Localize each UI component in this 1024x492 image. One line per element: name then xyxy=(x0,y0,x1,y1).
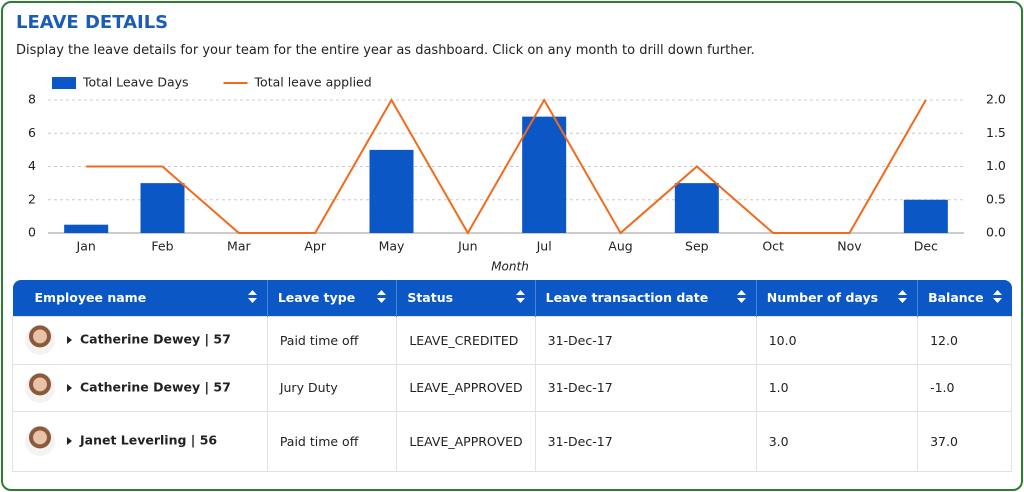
table-cell: 31-Dec-17 xyxy=(534,410,757,472)
table-cell: Paid time off xyxy=(266,315,398,365)
column-title: Employee name xyxy=(34,289,147,305)
x-tick-label: Apr xyxy=(304,239,326,254)
x-tick-label: Dec xyxy=(914,239,938,254)
bar xyxy=(522,116,567,233)
column-header[interactable]: Leave type xyxy=(267,280,398,316)
column-title: Leave type xyxy=(277,289,356,305)
chart: Month 0 2 4 6 8 0.0 0.5 1.0 1.5 2.0 Jan Feb Mar Apr Ma… xyxy=(28,75,1006,274)
sort-arrows xyxy=(898,289,908,303)
table-cell: Catherine Dewey | 57 xyxy=(12,363,268,412)
table-cell: Janet Leverling | 56 xyxy=(12,410,268,472)
table-cell: -1.0 xyxy=(917,363,1012,412)
x-tick-label: Feb xyxy=(151,239,173,254)
table-cell: Paid time off xyxy=(266,410,398,472)
sort-icon xyxy=(736,289,746,306)
column-title: Status xyxy=(407,289,454,305)
expand-caret[interactable] xyxy=(67,437,72,445)
x-tick-label: Nov xyxy=(837,239,862,254)
legend-label: Total leave applied xyxy=(254,75,372,90)
table-row: Janet Leverling | 56 Paid time off LEAVE_A… xyxy=(12,410,1012,472)
table-cell: 10.0 xyxy=(755,315,919,365)
avatar xyxy=(25,426,55,456)
line xyxy=(86,97,927,236)
table-row: Catherine Dewey | 57 Paid time off LEAVE_C… xyxy=(12,315,1012,365)
column-header[interactable]: Leave transaction date xyxy=(535,280,757,316)
avatar xyxy=(25,372,55,403)
bar xyxy=(64,224,109,233)
column-title: Leave transaction date xyxy=(545,289,709,305)
sort-icon xyxy=(992,289,1002,306)
description: Display the leave details for your team … xyxy=(16,43,755,58)
sort-arrows xyxy=(992,289,1002,303)
y2-tick-label: 0.5 xyxy=(986,191,1006,206)
legend-swatch xyxy=(52,77,76,89)
expand-caret[interactable] xyxy=(67,336,72,344)
title: LEAVE DETAILS xyxy=(16,12,169,33)
bar xyxy=(674,183,719,233)
column-header[interactable]: Employee name xyxy=(12,280,268,316)
column-title: Number of days xyxy=(766,289,879,305)
avatar xyxy=(25,325,55,355)
sort-icon xyxy=(515,289,525,306)
sort-arrows xyxy=(736,289,746,303)
table-cell: 3.0 xyxy=(755,410,919,472)
y-tick-label: 6 xyxy=(28,125,36,140)
column-title: Balance xyxy=(928,289,984,305)
x-axis-label: Month xyxy=(491,260,529,274)
sort-arrows xyxy=(515,289,525,303)
employee-name: Janet Leverling | 56 xyxy=(80,432,218,448)
column-header[interactable]: Status xyxy=(396,280,536,316)
x-tick-label: Aug xyxy=(608,239,632,254)
bar xyxy=(903,199,948,233)
y-tick-label: 2 xyxy=(28,191,36,206)
column-header[interactable]: Balance xyxy=(917,280,1012,316)
x-tick-label: Jun xyxy=(457,239,478,254)
table-cell: LEAVE_APPROVED xyxy=(396,363,536,412)
table-cell: Jury Duty xyxy=(266,363,398,412)
y-tick-label: 0 xyxy=(28,225,36,240)
y2-tick-label: 1.0 xyxy=(986,158,1006,173)
y2-tick-label: 1.5 xyxy=(986,125,1006,140)
x-tick-label: Sep xyxy=(685,239,709,254)
bar xyxy=(140,183,185,233)
sort-icon xyxy=(247,289,257,306)
table-row: Catherine Dewey | 57 Jury Duty LEAVE_APPRO… xyxy=(12,363,1012,412)
leave-table: Employee name Leave type Status Leave trans… xyxy=(12,280,1012,472)
bar xyxy=(369,149,414,233)
x-tick-label: Oct xyxy=(762,239,784,254)
table-cell: 31-Dec-17 xyxy=(534,315,757,365)
x-tick-label: Jul xyxy=(536,239,552,254)
sort-arrows xyxy=(247,289,257,303)
expand-caret[interactable] xyxy=(67,383,72,392)
column-header[interactable]: Number of days xyxy=(756,280,919,316)
x-tick-label: May xyxy=(379,239,405,254)
table-cell: LEAVE_APPROVED xyxy=(396,410,536,472)
y2-tick-label: 0.0 xyxy=(986,225,1006,240)
y2-tick-label: 2.0 xyxy=(986,92,1006,107)
legend-label: Total Leave Days xyxy=(82,75,189,90)
table-cell: Catherine Dewey | 57 xyxy=(12,315,268,365)
employee-name: Catherine Dewey | 57 xyxy=(80,379,231,394)
y-tick-label: 8 xyxy=(28,92,36,107)
y-tick-label: 4 xyxy=(28,158,36,173)
employee-name: Catherine Dewey | 57 xyxy=(80,331,231,347)
table-cell: LEAVE_CREDITED xyxy=(396,315,536,365)
table-cell: 12.0 xyxy=(917,315,1012,365)
x-tick-label: Mar xyxy=(227,239,251,254)
x-tick-label: Jan xyxy=(76,239,96,254)
table-cell: 1.0 xyxy=(755,363,919,412)
table-cell: 31-Dec-17 xyxy=(534,363,757,412)
sort-arrows xyxy=(377,289,387,303)
sort-icon xyxy=(377,289,387,306)
sort-icon xyxy=(898,289,908,306)
table-cell: 37.0 xyxy=(917,410,1012,472)
